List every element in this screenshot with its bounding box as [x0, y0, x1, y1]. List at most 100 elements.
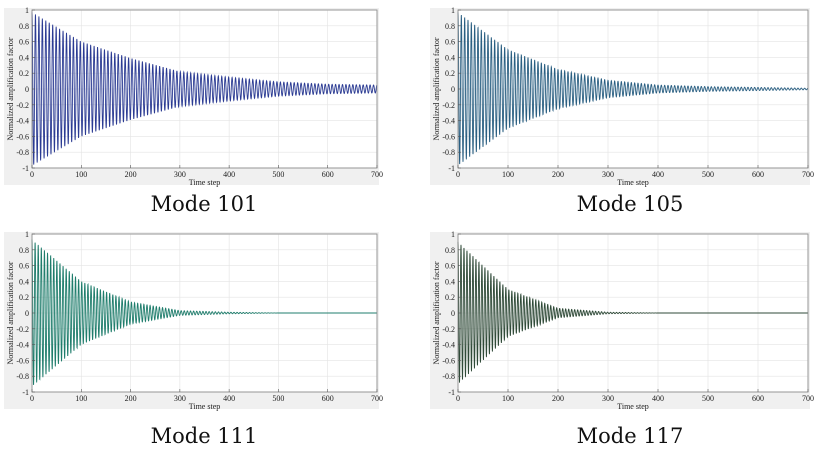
y-tick-label: 0.4: [19, 277, 29, 286]
x-tick-label: 0: [456, 394, 460, 403]
y-tick-label: 0.4: [19, 53, 29, 62]
x-tick-label: 300: [174, 394, 186, 403]
x-axis-label: Time step: [617, 402, 649, 411]
x-axis-label: Time step: [189, 178, 221, 187]
y-tick-label: 0.2: [19, 69, 29, 78]
x-tick-label: 700: [802, 170, 814, 179]
y-tick-label: 1: [25, 6, 29, 15]
x-tick-label: 300: [602, 394, 614, 403]
y-tick-label: 0.4: [445, 277, 455, 286]
x-tick-label: 600: [322, 394, 334, 403]
chart-caption: Mode 105: [576, 192, 684, 216]
y-axis-label: Normalized amplification factor: [6, 261, 15, 364]
x-tick-label: 600: [752, 394, 764, 403]
x-tick-label: 500: [702, 394, 714, 403]
series-line: [457, 12, 809, 165]
y-tick-label: 0.4: [445, 53, 455, 62]
y-tick-label: -0.6: [16, 132, 29, 141]
x-tick-label: 700: [371, 394, 383, 403]
series-line: [457, 241, 808, 383]
x-tick-label: 300: [602, 170, 614, 179]
chart-panel-mode-105: 0 100 200 300 400 500 600 700 -1 -0.8 -0.6 -0.4 -0.2…: [430, 6, 814, 188]
chart-svg: 0 100 200 300 400 500 600 700 -1 -0.8 -0.6 -0.4 -0.2…: [4, 230, 383, 411]
x-axis-label: Time step: [189, 402, 221, 411]
x-tick-label: 0: [456, 170, 460, 179]
x-tick-label: 200: [125, 170, 137, 179]
x-tick-label: 600: [322, 170, 334, 179]
chart-caption: Mode 117: [576, 424, 684, 448]
y-tick-label: -0.6: [16, 356, 29, 365]
y-tick-label: 0: [25, 309, 29, 318]
y-axis-label: Normalized amplification factor: [432, 37, 441, 140]
y-tick-label: -1: [448, 388, 455, 397]
x-tick-label: 100: [502, 394, 514, 403]
y-tick-label: 1: [451, 6, 455, 15]
y-tick-label: -0.8: [442, 148, 455, 157]
x-tick-label: 300: [174, 170, 186, 179]
y-tick-label: 0.6: [445, 262, 455, 271]
y-tick-label: 0: [25, 85, 29, 94]
x-tick-label: 100: [502, 170, 514, 179]
y-tick-label: -0.8: [442, 372, 455, 381]
x-tick-label: 400: [223, 170, 235, 179]
y-tick-label: 0.8: [19, 22, 29, 31]
y-tick-label: -1: [22, 388, 29, 397]
chart-svg: 0 100 200 300 400 500 600 700 -1 -0.8 -0.6 -0.4 -0.2…: [4, 6, 383, 187]
y-tick-label: -0.8: [16, 148, 29, 157]
x-tick-label: 200: [125, 394, 137, 403]
y-tick-label: -0.4: [16, 117, 29, 126]
x-axis-label: Time step: [617, 178, 649, 187]
x-tick-label: 200: [552, 170, 564, 179]
x-tick-label: 0: [30, 170, 34, 179]
chart-caption: Mode 101: [150, 192, 258, 216]
x-tick-label: 100: [75, 170, 87, 179]
x-tick-label: 100: [75, 394, 87, 403]
y-tick-label: 0.2: [19, 293, 29, 302]
y-tick-label: 0.6: [19, 262, 29, 271]
series-line: [31, 12, 378, 165]
y-axis-label: Normalized amplification factor: [6, 37, 15, 140]
x-tick-label: 0: [30, 394, 34, 403]
x-tick-label: 600: [752, 170, 764, 179]
x-tick-label: 200: [552, 394, 564, 403]
y-tick-label: -0.4: [16, 341, 29, 350]
y-tick-label: 1: [25, 230, 29, 239]
y-tick-label: -0.8: [16, 372, 29, 381]
x-tick-label: 400: [652, 170, 664, 179]
x-tick-label: 500: [272, 394, 284, 403]
y-tick-label: 0.8: [445, 246, 455, 255]
y-tick-label: -0.2: [16, 101, 29, 110]
y-tick-label: -1: [448, 164, 455, 173]
y-tick-label: -1: [22, 164, 29, 173]
y-tick-label: 0.8: [19, 246, 29, 255]
y-tick-label: 0: [451, 85, 455, 94]
y-axis-label: Normalized amplification factor: [432, 261, 441, 364]
y-tick-label: -0.6: [442, 356, 455, 365]
y-tick-label: 0.2: [445, 69, 455, 78]
y-tick-label: -0.6: [442, 132, 455, 141]
chart-panel-mode-117: 0 100 200 300 400 500 600 700 -1 -0.8 -0.6 -0.4 -0.2…: [430, 230, 814, 412]
x-tick-label: 700: [802, 394, 814, 403]
x-tick-label: 400: [223, 394, 235, 403]
y-tick-label: 1: [451, 230, 455, 239]
x-tick-label: 500: [702, 170, 714, 179]
y-tick-label: 0: [451, 309, 455, 318]
x-tick-label: 500: [272, 170, 284, 179]
x-tick-label: 400: [652, 394, 664, 403]
chart-panel-mode-111: 0 100 200 300 400 500 600 700 -1 -0.8 -0.6 -0.4 -0.2…: [4, 230, 383, 412]
chart-caption: Mode 111: [150, 424, 258, 448]
chart-svg: 0 100 200 300 400 500 600 700 -1 -0.8 -0.6 -0.4 -0.2…: [430, 230, 814, 411]
x-tick-label: 700: [371, 170, 383, 179]
y-tick-label: -0.2: [442, 101, 455, 110]
chart-svg: 0 100 200 300 400 500 600 700 -1 -0.8 -0.6 -0.4 -0.2…: [430, 6, 814, 187]
y-tick-label: 0.2: [445, 293, 455, 302]
y-tick-label: -0.2: [16, 325, 29, 334]
y-tick-label: 0.8: [445, 22, 455, 31]
y-tick-label: -0.4: [442, 117, 455, 126]
y-tick-label: -0.4: [442, 341, 455, 350]
series-line: [31, 239, 377, 385]
y-tick-label: 0.6: [19, 38, 29, 47]
y-tick-label: -0.2: [442, 325, 455, 334]
y-tick-label: 0.6: [445, 38, 455, 47]
chart-panel-mode-101: 0 100 200 300 400 500 600 700 -1 -0.8 -0.6 -0.4 -0.2…: [4, 6, 383, 188]
